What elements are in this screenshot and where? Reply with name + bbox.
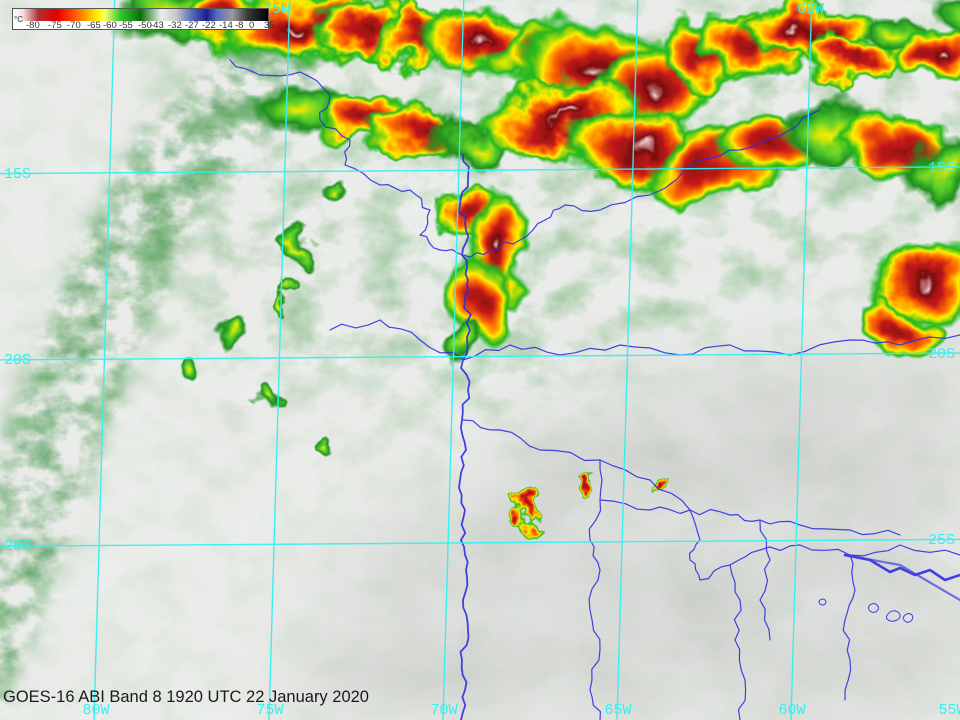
svg-text:15S: 15S [4,166,31,183]
svg-text:20S: 20S [4,352,31,369]
svg-text:55W: 55W [938,702,960,719]
svg-text:25S: 25S [4,538,31,555]
svg-text:20S: 20S [928,346,955,363]
svg-text:65W: 65W [604,702,631,719]
svg-text:15S: 15S [928,160,955,177]
svg-text:70W: 70W [430,702,457,719]
svg-text:25S: 25S [928,532,955,549]
svg-text:60W: 60W [778,702,805,719]
svg-text:60W: 60W [797,1,824,18]
